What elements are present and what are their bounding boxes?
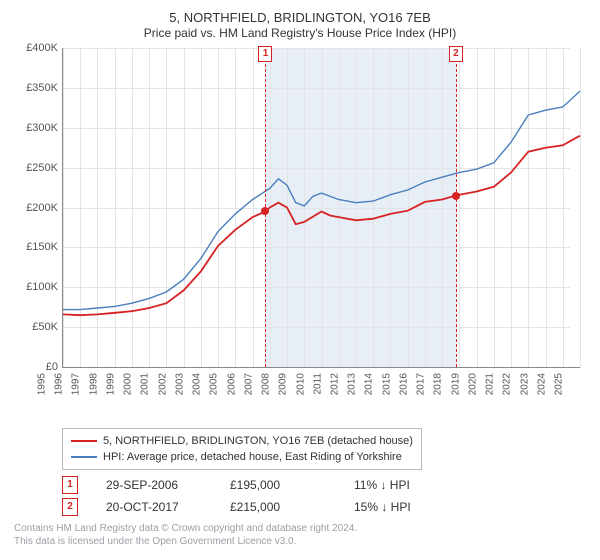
y-axis-tick: £150K [14,241,58,253]
y-axis-tick: £50K [14,321,58,333]
sale-price: £195,000 [230,478,326,492]
sale-date: 29-SEP-2006 [106,478,202,492]
footer-line: Contains HM Land Registry data © Crown c… [14,522,586,535]
footer-line: This data is licensed under the Open Gov… [14,535,586,548]
sale-dot [261,207,269,215]
price-chart: 1 2 £0 £50K £100K £150K £200K £250K £300K £350K £… [14,44,586,424]
sale-badge: 1 [62,476,78,494]
y-axis-tick: £0 [14,361,58,373]
y-axis-tick: £350K [14,82,58,94]
footer-attribution: Contains HM Land Registry data © Crown c… [14,522,586,548]
legend-label: HPI: Average price, detached house, East… [103,449,402,465]
sales-table: 1 29-SEP-2006 £195,000 11% ↓ HPI 2 20-OCT-201… [62,476,586,516]
sale-delta: 15% ↓ HPI [354,500,450,514]
legend-label: 5, NORTHFIELD, BRIDLINGTON, YO16 7EB (de… [103,433,413,449]
legend-swatch [71,440,97,442]
x-axis-tick: 2025 [554,373,600,395]
y-axis-tick: £400K [14,42,58,54]
sale-delta: 11% ↓ HPI [354,478,450,492]
sale-marker-1: 1 [258,46,272,62]
y-axis-tick: £100K [14,281,58,293]
sale-marker-line [456,64,457,367]
series-red [63,136,580,316]
page-title: 5, NORTHFIELD, BRIDLINGTON, YO16 7EB [14,10,586,25]
legend-row: HPI: Average price, detached house, East… [71,449,413,465]
sale-price: £215,000 [230,500,326,514]
sale-badge: 2 [62,498,78,516]
sale-dot [452,192,460,200]
y-axis-tick: £250K [14,162,58,174]
sale-row: 2 20-OCT-2017 £215,000 15% ↓ HPI [62,498,586,516]
sale-row: 1 29-SEP-2006 £195,000 11% ↓ HPI [62,476,586,494]
chart-legend: 5, NORTHFIELD, BRIDLINGTON, YO16 7EB (de… [62,428,422,470]
page-subtitle: Price paid vs. HM Land Registry's House … [14,26,586,40]
sale-date: 20-OCT-2017 [106,500,202,514]
series-blue [63,91,580,310]
legend-row: 5, NORTHFIELD, BRIDLINGTON, YO16 7EB (de… [71,433,413,449]
sale-marker-2: 2 [449,46,463,62]
y-axis-tick: £200K [14,202,58,214]
chart-lines [63,48,580,367]
sale-marker-line [265,64,266,367]
y-axis-tick: £300K [14,122,58,134]
legend-swatch [71,456,97,458]
chart-container: 5, NORTHFIELD, BRIDLINGTON, YO16 7EB Pri… [0,0,600,560]
gridline-vertical [580,48,581,367]
